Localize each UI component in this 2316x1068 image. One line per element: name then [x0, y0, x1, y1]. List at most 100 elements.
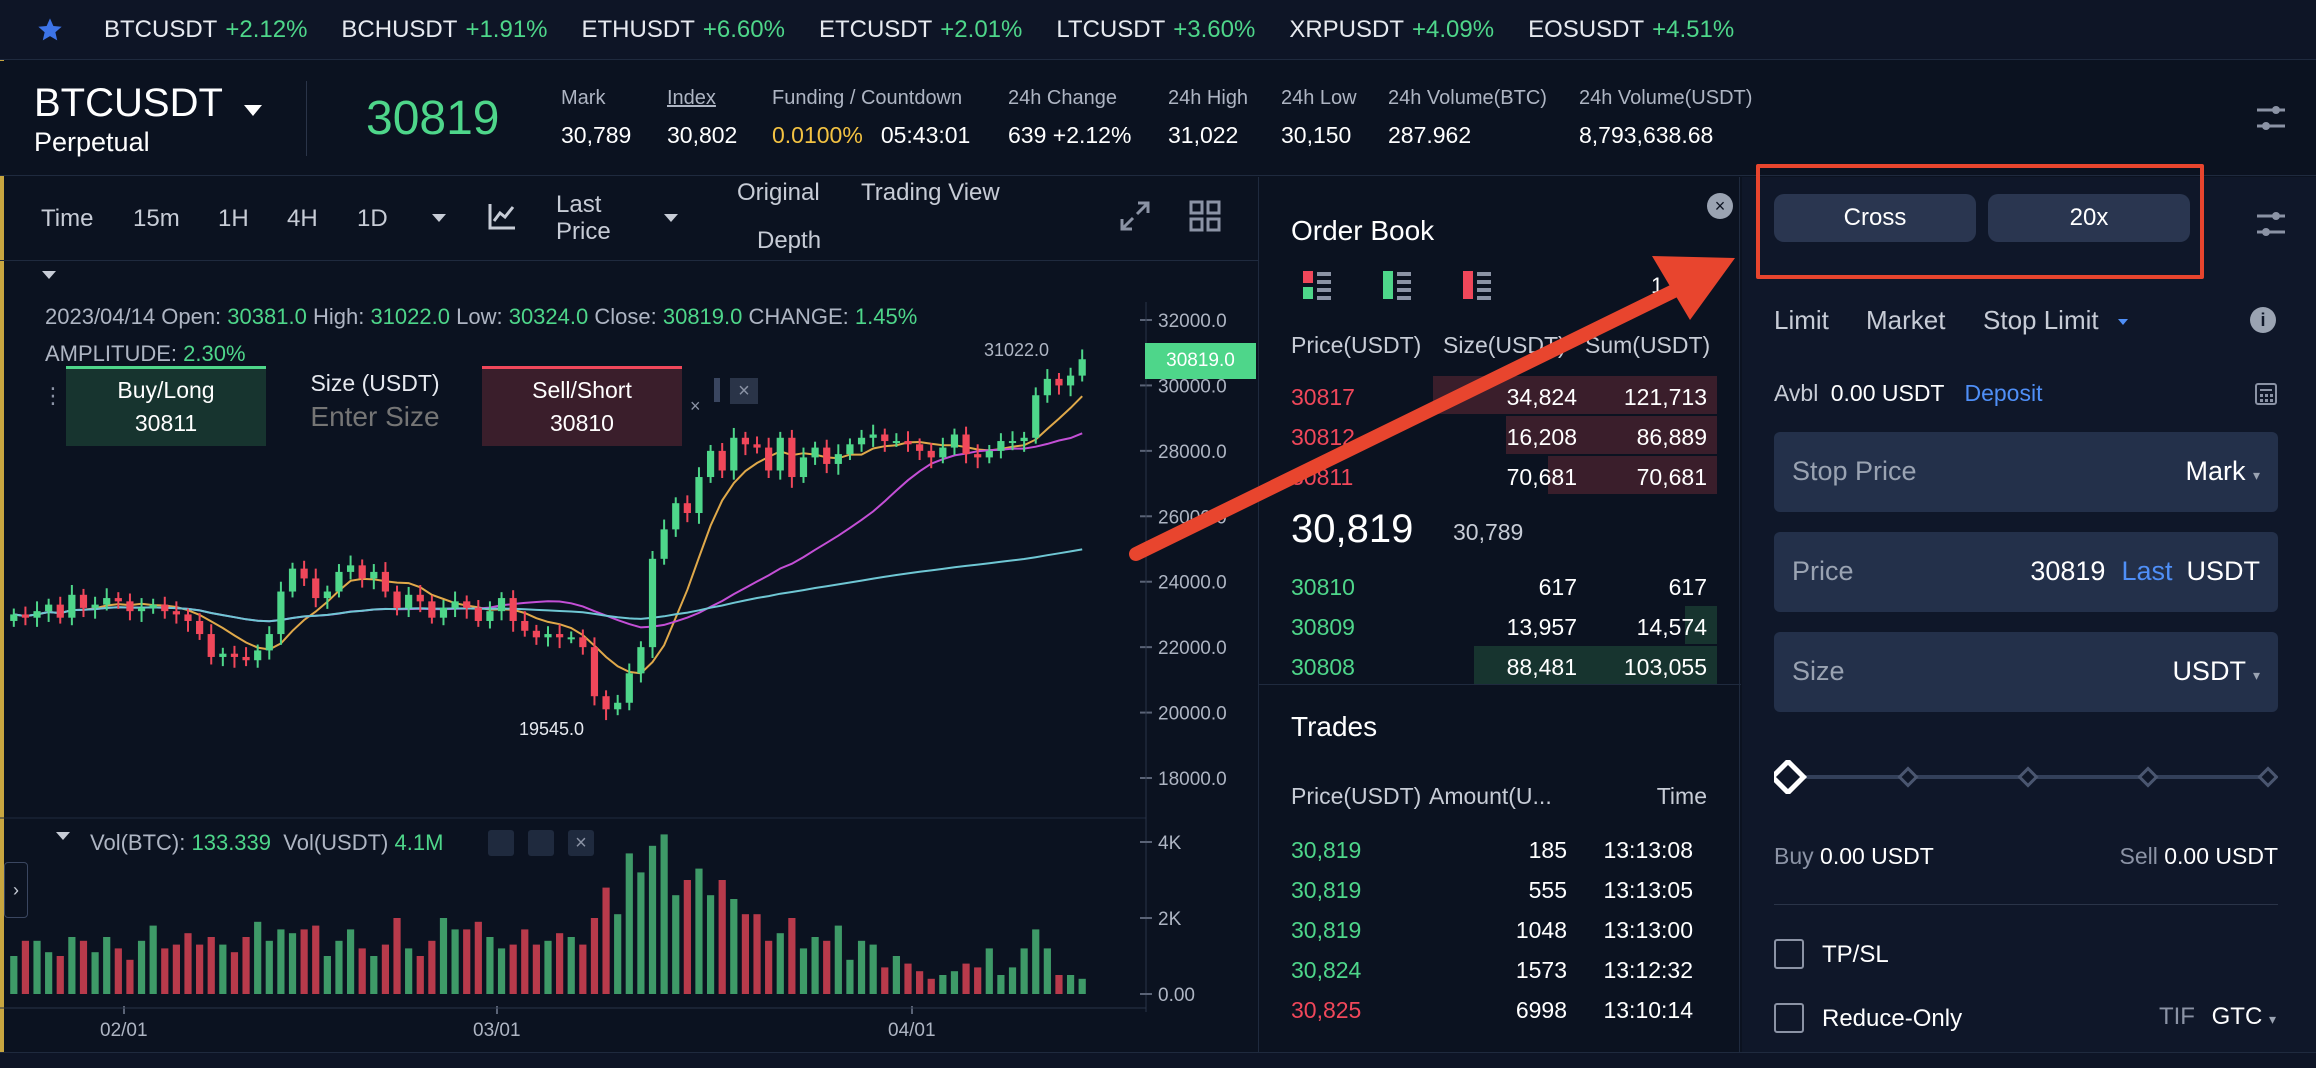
tab-limit[interactable]: Limit — [1774, 305, 1829, 335]
tab-stop-limit[interactable]: Stop Limit — [1983, 305, 2099, 335]
sliders-icon[interactable] — [2254, 101, 2288, 135]
sliders-icon[interactable] — [2254, 207, 2288, 241]
volume-bar — [741, 914, 750, 994]
ticker-item[interactable]: BTCUSDT +2.12% — [104, 16, 307, 44]
slider-thumb[interactable] — [1774, 760, 1808, 794]
tab-depth[interactable]: Depth — [757, 227, 822, 254]
expand-sidebar-handle[interactable]: › — [4, 862, 28, 918]
price-chart[interactable]: 32000.0 30000.0 28000.0 26000.0 24000.0 22000… — [0, 262, 1258, 1052]
sell-price: 30810 — [550, 410, 614, 436]
interval-1h[interactable]: 1H — [218, 205, 249, 232]
y-axis-tick-label: 30000.0 — [1158, 376, 1227, 397]
last-price-button[interactable]: Last — [2121, 556, 2173, 586]
chevron-down-icon[interactable] — [244, 105, 262, 116]
trade-time: 13:13:08 — [1603, 837, 1693, 863]
calculator-icon[interactable] — [2254, 382, 2278, 406]
symbol-selector[interactable]: BTCUSDT — [34, 81, 223, 125]
close-icon[interactable]: × — [690, 396, 701, 416]
book-bids-icon[interactable] — [1381, 269, 1413, 301]
reduce-only-checkbox[interactable] — [1774, 1003, 1804, 1033]
ask-row[interactable]: 30812 16,208 86,889 — [1259, 416, 1725, 456]
tif-select[interactable]: TIF GTC ▾ — [2159, 1003, 2276, 1031]
indicator-icon[interactable] — [487, 201, 517, 231]
interval-dropdown-icon[interactable] — [432, 214, 446, 222]
size-field[interactable]: Size USDT ▾ — [1774, 632, 2278, 712]
close-icon[interactable]: × — [1707, 193, 1733, 219]
funding-countdown: 05:43:01 — [880, 122, 971, 148]
interval-15m[interactable]: 15m — [133, 205, 180, 232]
tpsl-checkbox[interactable] — [1774, 939, 1804, 969]
volume-bar — [1078, 978, 1086, 994]
chevron-down-icon[interactable] — [2118, 319, 2128, 325]
interval-4h[interactable]: 4H — [287, 205, 318, 232]
order-size: 617 — [1538, 574, 1577, 600]
stop-price-field[interactable]: Stop Price Mark ▾ — [1774, 432, 2278, 512]
tab-original[interactable]: Original — [737, 179, 820, 206]
candle-body — [161, 604, 169, 612]
stat-value: 639 +2.12% — [1008, 122, 1132, 148]
ticker-item[interactable]: ETCUSDT +2.01% — [819, 16, 1022, 44]
book-asks-icon[interactable] — [1461, 269, 1493, 301]
tab-market[interactable]: Market — [1866, 305, 1946, 335]
chevron-down-icon[interactable] — [664, 214, 678, 222]
size-percent-slider[interactable] — [1774, 760, 2278, 794]
candle-body — [532, 630, 540, 638]
favorite-star-icon[interactable] — [36, 16, 64, 44]
candle-body — [405, 594, 413, 608]
stat-label: Funding / Countdown — [772, 87, 963, 109]
bid-row[interactable]: 30808 88,481 103,055 — [1259, 646, 1725, 686]
order-size: 16,208 — [1506, 424, 1577, 450]
quick-buy-long-button[interactable]: Buy/Long 30811 — [66, 366, 266, 446]
price-field[interactable]: Price 30819 Last USDT — [1774, 532, 2278, 612]
ticker-item[interactable]: XRPUSDT +4.09% — [1289, 16, 1494, 44]
trade-amount: 6998 — [1515, 997, 1567, 1023]
precision-select[interactable]: 1 — [1651, 273, 1664, 298]
ask-row[interactable]: 30817 34,824 121,713 — [1259, 376, 1725, 416]
order-size: 34,824 — [1506, 384, 1577, 410]
buy-sell-cost: Buy 0.00 USDT Sell 0.00 USDT — [1774, 843, 2278, 870]
volume-bar — [370, 956, 378, 994]
gear-icon[interactable] — [528, 830, 554, 856]
ticker-item[interactable]: LTCUSDT +3.60% — [1056, 16, 1255, 44]
price-type-select[interactable]: Last Price — [556, 191, 611, 245]
margin-mode-button[interactable]: Cross — [1774, 194, 1976, 242]
volume-bar — [335, 940, 343, 994]
layout-grid-icon[interactable] — [1188, 199, 1222, 233]
collapse-icon[interactable] — [56, 832, 70, 840]
deposit-link[interactable]: Deposit — [1964, 380, 2043, 406]
last-price: 30819 — [366, 92, 500, 145]
ticker-item[interactable]: ETHUSDT +6.60% — [582, 16, 785, 44]
candle-body — [950, 434, 959, 448]
leverage-button[interactable]: 20x — [1988, 194, 2190, 242]
order-price: 30812 — [1291, 424, 1355, 450]
bid-row[interactable]: 30809 13,957 14,574 — [1259, 606, 1725, 646]
quick-size-input[interactable] — [290, 401, 460, 433]
trade-price: 30,824 — [1291, 957, 1362, 983]
interval-1d[interactable]: 1D — [357, 205, 388, 232]
candle-body — [21, 614, 30, 618]
stat-24h-volume-usdt: 24h Volume(USDT) 8,793,638.68 — [1579, 87, 1752, 149]
tab-trading-view[interactable]: Trading View — [861, 179, 1000, 206]
stat-label[interactable]: Index — [667, 87, 716, 109]
chart-toolbar: Time 15m 1H 4H 1D Last Price Original Tr… — [0, 177, 1258, 261]
close-icon[interactable]: × — [568, 830, 594, 856]
size-unit-select[interactable]: USDT ▾ — [2172, 656, 2260, 687]
ticker-item[interactable]: EOSUSDT +4.51% — [1528, 16, 1734, 44]
price-value[interactable]: 30819 — [2030, 556, 2106, 586]
close-icon[interactable]: × — [730, 378, 758, 404]
bid-row[interactable]: 30810 617 617 — [1259, 566, 1725, 606]
quick-sell-short-button[interactable]: Sell/Short 30810 — [482, 366, 682, 446]
collapse-icon[interactable] — [42, 271, 56, 279]
interval-time[interactable]: Time — [41, 205, 94, 232]
vol-axis-tick-label: 0.00 — [1158, 985, 1195, 1006]
ask-row[interactable]: 30811 70,681 70,681 — [1259, 456, 1725, 496]
candle-body — [79, 594, 88, 608]
candlestick-chart[interactable]: 32000.0 30000.0 28000.0 26000.0 24000.0 22000… — [0, 262, 1258, 1052]
candle-body — [509, 598, 517, 621]
stop-price-type-select[interactable]: Mark ▾ — [2185, 456, 2260, 487]
info-icon[interactable]: i — [2250, 307, 2276, 333]
expand-icon[interactable] — [1118, 199, 1152, 233]
ticker-item[interactable]: BCHUSDT +1.91% — [341, 16, 547, 44]
book-both-sides-icon[interactable] — [1301, 269, 1333, 301]
eye-icon[interactable] — [488, 830, 514, 856]
